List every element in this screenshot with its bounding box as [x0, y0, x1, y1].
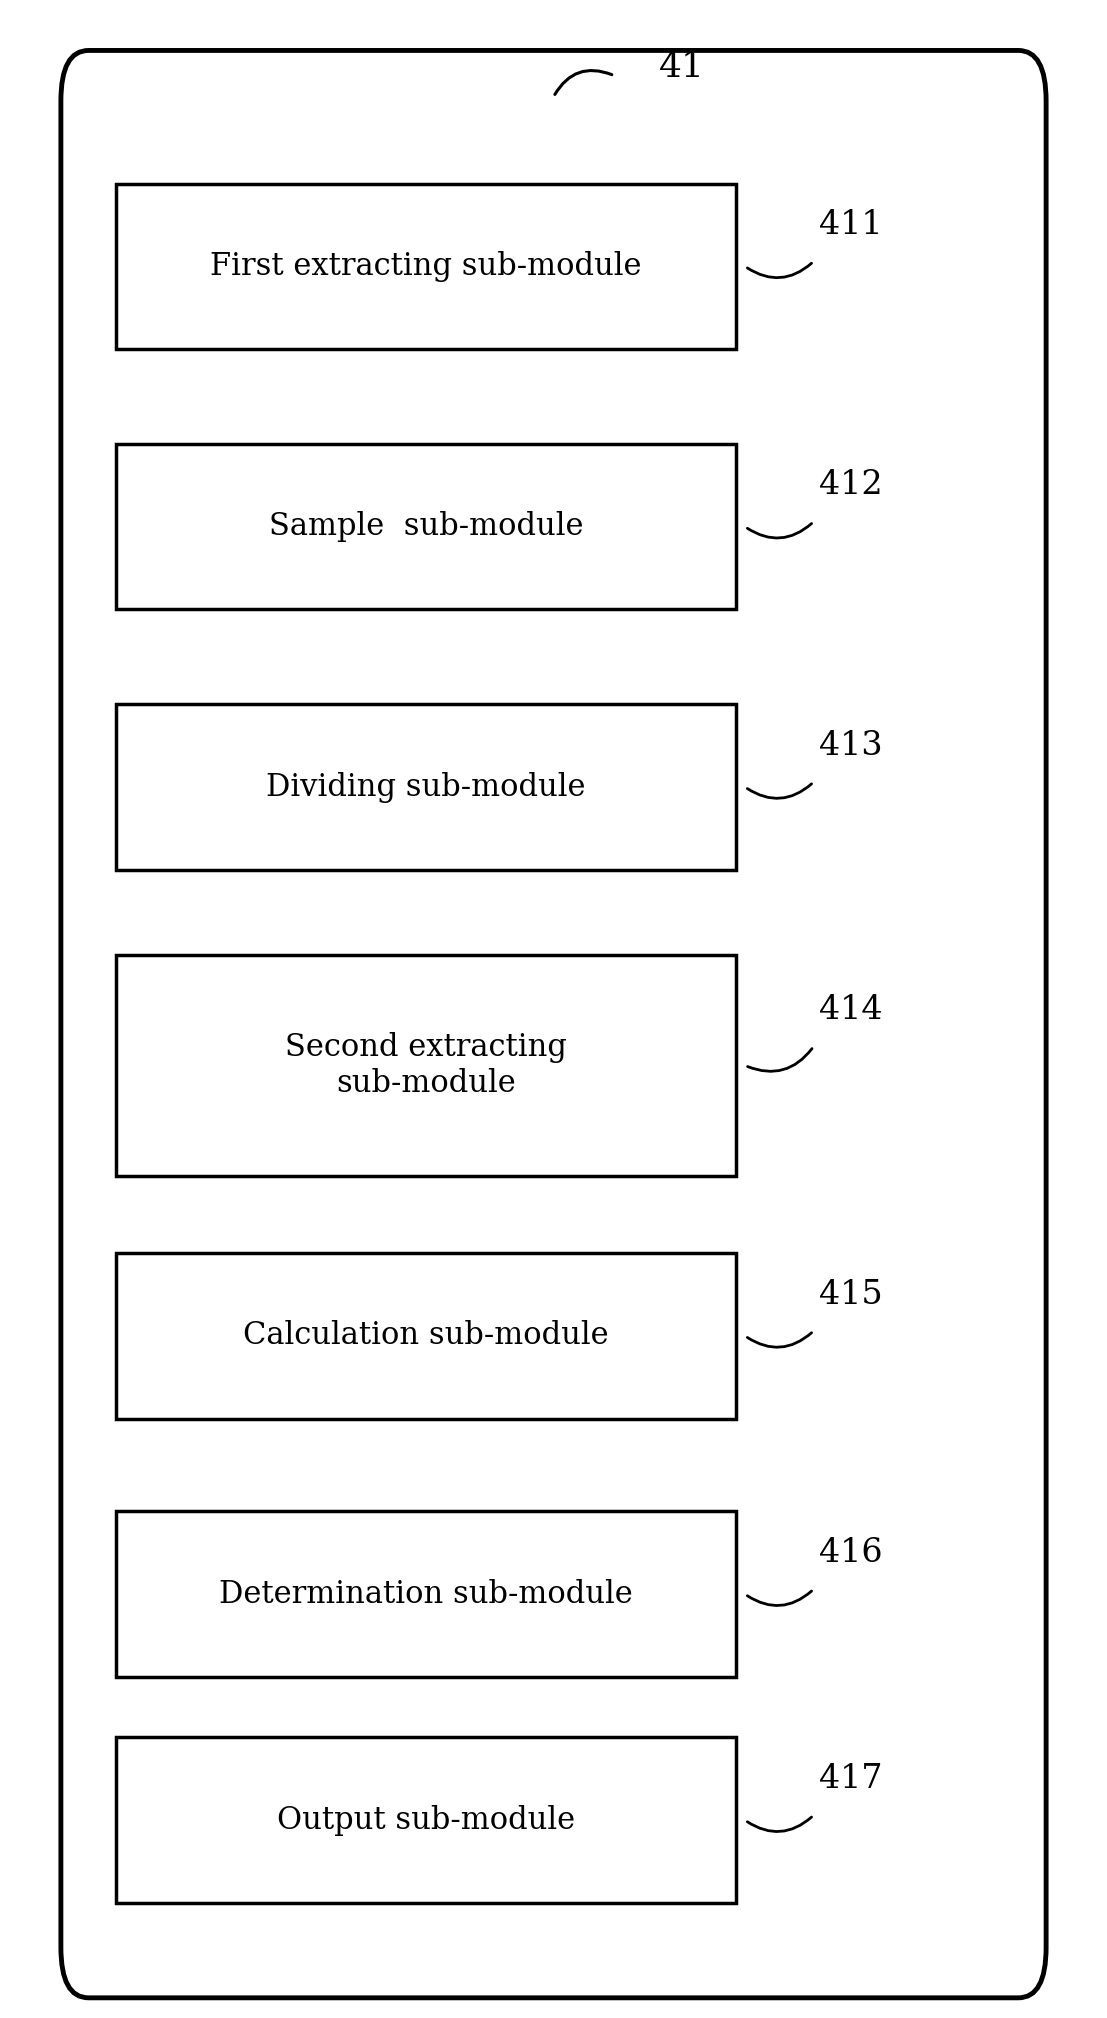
Text: 411: 411 [819, 210, 882, 240]
Text: 416: 416 [819, 1538, 882, 1568]
Text: Calculation sub-module: Calculation sub-module [244, 1320, 609, 1352]
FancyBboxPatch shape [116, 1737, 736, 1903]
Text: Determination sub-module: Determination sub-module [219, 1578, 633, 1610]
FancyBboxPatch shape [116, 444, 736, 609]
Text: Second extracting
sub-module: Second extracting sub-module [286, 1031, 567, 1100]
FancyBboxPatch shape [116, 184, 736, 349]
Text: Output sub-module: Output sub-module [277, 1804, 576, 1836]
Text: 415: 415 [819, 1279, 883, 1310]
Text: 413: 413 [819, 731, 882, 761]
Text: First extracting sub-module: First extracting sub-module [210, 250, 642, 283]
FancyBboxPatch shape [116, 704, 736, 870]
FancyBboxPatch shape [61, 50, 1046, 1998]
Text: 417: 417 [819, 1764, 882, 1794]
Text: Sample  sub-module: Sample sub-module [269, 511, 583, 543]
Text: 412: 412 [819, 470, 882, 500]
FancyBboxPatch shape [116, 955, 736, 1176]
Text: Dividing sub-module: Dividing sub-module [267, 771, 586, 803]
FancyBboxPatch shape [116, 1253, 736, 1419]
Text: 41: 41 [659, 50, 705, 83]
Text: 414: 414 [819, 995, 882, 1025]
FancyBboxPatch shape [116, 1511, 736, 1677]
